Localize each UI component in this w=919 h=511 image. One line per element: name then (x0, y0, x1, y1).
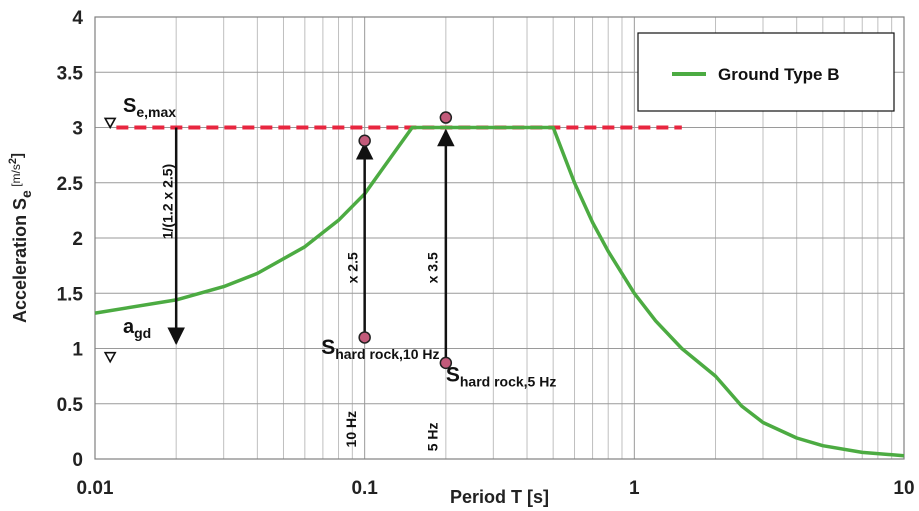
y-tick-label: 1 (72, 340, 83, 361)
se-max-label-sub: e,max (136, 104, 176, 120)
points-group (358, 111, 453, 370)
y-tick-label: 3 (72, 119, 83, 140)
axes: 0 0.5 1 1.5 2 2.5 3 3.5 4 0.01 0.1 1 10 Period T [s] A… (7, 8, 915, 507)
series-group (94, 125, 905, 458)
hard-rock-5hz-label: Shard rock,5 Hz (446, 364, 557, 390)
hard-rock-5hz-label-sub: hard rock,5 Hz (460, 374, 556, 390)
x-tick-label: 0.01 (77, 478, 114, 499)
x-tick-label: 1 (629, 478, 640, 499)
factor-2-5-label: x 2.5 (344, 252, 360, 283)
x-axis-title: Period T [s] (450, 487, 549, 507)
data-point (358, 134, 371, 148)
y-axis-title-unit: [m/s (9, 164, 23, 190)
hard-rock-10hz-label-sub: hard rock,10 Hz (335, 346, 439, 362)
data-point (439, 356, 453, 370)
freq-10hz-label: 10 Hz (343, 411, 359, 448)
y-axis-title-main: Acceleration S (10, 198, 30, 323)
x-tick-label: 10 (893, 478, 914, 499)
data-point (358, 331, 371, 344)
y-tick-label: 2.5 (57, 174, 84, 195)
series-line (94, 125, 905, 458)
arrows-group (167, 127, 455, 363)
legend-label: Ground Type B (718, 65, 840, 84)
agd-label-main: a (123, 316, 135, 338)
hard-rock-10hz-label: Shard rock,10 Hz (321, 336, 439, 362)
se-max-label: Se,max (123, 95, 176, 120)
y-tick-label: 0 (72, 450, 83, 471)
y-tick-label: 0.5 (57, 395, 84, 416)
y-axis-title-sub: e (18, 190, 34, 198)
freq-5hz-label: 5 Hz (424, 423, 440, 452)
y-axis-title: Acceleration Se [m/s2] (7, 153, 34, 323)
agd-label-sub: gd (134, 325, 151, 341)
hard-rock-10hz-label-main: S (321, 336, 335, 359)
triangle-marker-icon (103, 351, 117, 364)
grid (94, 16, 904, 460)
factor-down-label: 1/(1.2 x 2.5) (160, 164, 176, 240)
y-tick-label: 2 (72, 229, 83, 250)
se-max-label-main: S (123, 95, 136, 117)
agd-label: agd (123, 316, 151, 341)
y-tick-label: 4 (72, 8, 83, 29)
hard-rock-5hz-label-main: S (446, 364, 460, 387)
x-tick-label: 0.1 (351, 478, 378, 499)
y-tick-label: 3.5 (57, 63, 84, 84)
factor-3-5-label: x 3.5 (424, 252, 440, 283)
y-tick-label: 1.5 (57, 284, 84, 305)
triangle-marker-icon (103, 117, 117, 130)
legend: Ground Type B (637, 32, 895, 112)
data-point (439, 111, 453, 124)
y-axis-title-unit-exp: 2 (7, 158, 19, 164)
y-axis-title-unit-close: ] (9, 153, 26, 158)
plot-frame (94, 16, 905, 460)
